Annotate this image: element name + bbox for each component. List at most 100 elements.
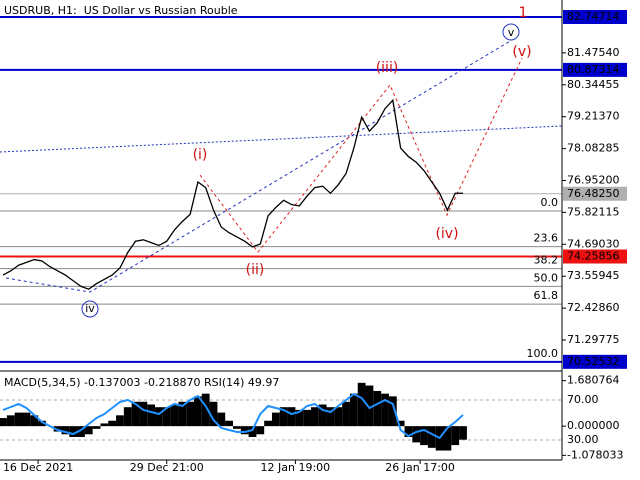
level-box [563,186,627,201]
fib-label: 100.0 [527,347,559,360]
macd-bar [264,420,272,427]
macd-bar [108,420,117,427]
price-line [2,98,463,290]
macd-bar [100,423,109,427]
level-label: 80.87314 [567,63,620,76]
fib-label: 23.6 [534,232,559,245]
wave-label: (ii) [246,262,265,278]
macd-bar [225,420,233,427]
y-tick-label: 0.000000 [567,419,620,432]
fib-label: 61.8 [534,289,559,302]
y2-tick-label: 30.00 [567,433,599,446]
macd-bar [194,396,202,427]
y-tick-label: 74.69030 [567,237,620,250]
level-box [563,249,627,264]
wave-label: (iv) [435,226,458,242]
macd-bar [373,390,382,427]
macd-bar [396,420,405,427]
macd-bar [318,404,327,427]
y-tick-label: 1.680764 [567,374,620,387]
macd-bar [303,409,311,427]
macd-bar [22,412,31,427]
macd-bar [14,412,23,427]
wave-circle [81,300,99,318]
macd-bar [178,401,187,427]
macd-bar [271,412,280,427]
macd-bar [342,401,350,427]
macd-bar [53,426,62,432]
x-tick-label: 16 Dec 2021 [3,461,73,474]
macd-bar [404,426,413,437]
macd-bar [256,426,265,435]
macd-bar [30,415,39,427]
wave-label: (iii) [376,60,399,76]
macd-bar [201,393,210,427]
rsi-line [2,392,464,440]
level-box [563,354,627,369]
macd-bar [77,426,85,437]
wave-label: 1 [519,5,528,21]
y-tick-label: 72.42860 [567,301,620,314]
macd-bar [170,404,179,427]
macd-bar [310,407,319,427]
macd-bar [459,426,467,440]
macd-bar [248,426,257,437]
macd-bar [0,418,7,427]
y-tick-label: 78.08285 [567,142,620,155]
macd-bar [84,426,93,435]
level-box [563,10,627,25]
macd-bar [295,409,304,427]
y2-tick-label: 70.00 [567,393,599,406]
macd-bar [287,407,296,427]
level-label: 70.52532 [567,355,620,368]
wave-label: iv [85,302,95,315]
macd-bar [162,407,171,427]
macd-bar [334,407,343,427]
macd-bar [357,382,366,427]
macd-bar [61,426,70,435]
y-tick-label: 73.55945 [567,269,620,282]
x-tick-label: 12 Jan 19:00 [261,461,331,474]
macd-bar [38,420,46,427]
layer [0,16,562,363]
macd-bar [381,393,389,427]
macd-bar [427,426,436,448]
macd-bar [233,426,241,429]
indicator-title: MACD(5,34,5) -0.137003 -0.218870 RSI(14)… [4,376,279,389]
y-tick-label: 80.34455 [567,78,620,91]
macd-bar [116,415,124,427]
macd-bar [147,404,156,427]
level-label: 76.48250 [567,187,620,200]
macd-bar [349,393,358,427]
macd-bar [412,426,421,443]
x-tick-label: 26 Jan 17:00 [385,461,455,474]
level-box [563,62,627,77]
macd-bar [123,407,132,427]
macd-bar [279,407,288,427]
macd-bar [139,401,148,427]
wave-label: (v) [512,44,531,60]
macd-bar [326,407,335,427]
fib-label: 0.0 [541,196,559,209]
wave-label: (i) [193,147,208,163]
fib-label: 38.2 [534,254,559,267]
macd-bar [388,396,397,427]
level-label: 82.74714 [567,10,620,23]
macd-bar [209,401,218,427]
macd-bar [155,407,163,427]
wave-label: v [508,26,515,39]
channel-line [0,125,563,153]
y-tick-label: -1.078033 [567,448,623,461]
y-tick-label: 71.29775 [567,333,620,346]
y-tick-label: 81.47540 [567,46,620,59]
y-tick-label: 76.95200 [567,174,620,187]
level-label: 74.25856 [567,249,620,262]
macd-bar [131,401,140,427]
x-tick-label: 29 Dec 21:00 [130,461,204,474]
y-tick-label: 75.82115 [567,205,620,218]
chart-title: USDRUB, H1: US Dollar vs Russian Rouble [4,4,238,17]
macd-bar [443,426,452,451]
fib-label: 50.0 [534,271,559,284]
macd-bar [420,426,428,446]
